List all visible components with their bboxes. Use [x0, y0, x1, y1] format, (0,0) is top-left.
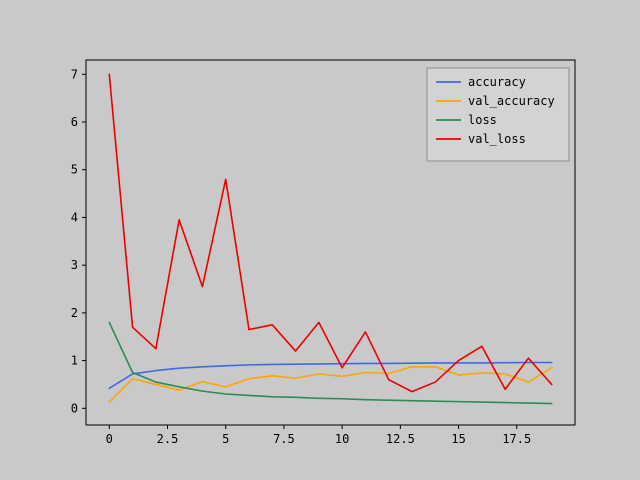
y-tick-label: 3: [71, 258, 78, 272]
x-tick-label: 10: [335, 432, 349, 446]
x-tick-label: 12.5: [386, 432, 415, 446]
legend-item-accuracy: accuracy: [436, 75, 526, 89]
x-tick-label: 5: [222, 432, 229, 446]
legend-item-val_loss: val_loss: [436, 132, 526, 146]
x-tick-label: 2.5: [157, 432, 179, 446]
series-line-loss: [108, 321, 553, 405]
x-tick-label: 7.5: [273, 432, 295, 446]
y-tick-label: 4: [71, 210, 78, 224]
y-tick-label: 7: [71, 67, 78, 81]
series-line-val_accuracy: [108, 365, 553, 403]
y-tick-label: 6: [71, 115, 78, 129]
series-line-accuracy: [108, 361, 553, 390]
legend-label-val_loss: val_loss: [468, 132, 526, 146]
x-axis: 0 2.5 5 7.5 10 12.5 15 17.5: [106, 425, 531, 446]
legend-label-val_accuracy: val_accuracy: [468, 94, 555, 108]
legend-label-loss: loss: [468, 113, 497, 127]
y-tick-label: 2: [71, 306, 78, 320]
legend-item-val_accuracy: val_accuracy: [436, 94, 555, 108]
legend-label-accuracy: accuracy: [468, 75, 526, 89]
legend-item-loss: loss: [436, 113, 497, 127]
x-tick-label: 17.5: [502, 432, 531, 446]
legend-box: [426, 67, 570, 162]
y-tick-label: 0: [71, 401, 78, 415]
x-tick-label: 15: [451, 432, 465, 446]
series-line-val_loss: [108, 73, 553, 393]
x-tick-label: 0: [106, 432, 113, 446]
y-tick-label: 5: [71, 163, 78, 177]
y-tick-label: 1: [71, 354, 78, 368]
y-axis: 0 1 2 3 4 5 6 7: [71, 67, 86, 415]
